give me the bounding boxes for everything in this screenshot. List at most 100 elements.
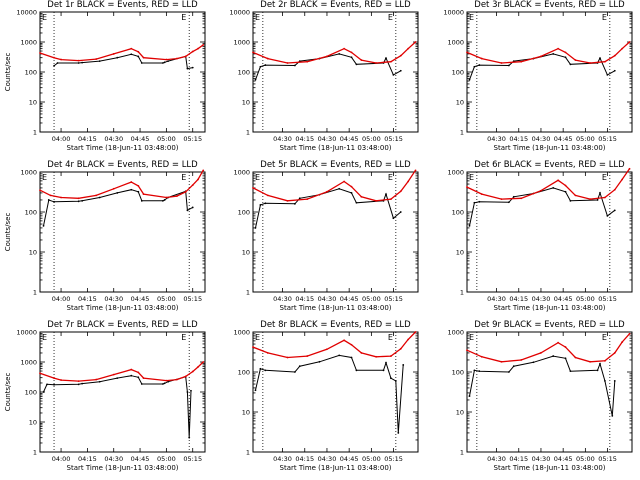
series-events-point (293, 371, 296, 373)
y-tick-label: 10 (29, 249, 37, 257)
x-tick-label: 05:15 (384, 295, 403, 303)
series-events-point (47, 199, 50, 201)
series-events-point (259, 65, 262, 68)
x-axis-label: Start Time (18-Jun-11 03:48:00) (280, 144, 392, 152)
series-events-point (191, 66, 194, 69)
series-events-point (77, 383, 80, 386)
series-lld-point (407, 47, 410, 50)
series-events-point (473, 65, 476, 68)
series-lld-point (500, 198, 503, 201)
series-events-point (264, 369, 267, 372)
x-tick-label: 05:15 (384, 455, 403, 463)
y-tick-label: 1 (460, 289, 464, 297)
series-events-point (382, 369, 385, 372)
series-lld-point (176, 57, 178, 60)
panel-det-5: Det 5r BLACK = Events, RED = LLD 1 10 100 10… (233, 160, 419, 312)
series-lld-point (604, 60, 606, 63)
series-lld-point (399, 347, 402, 350)
series-lld-point (589, 62, 592, 64)
series-lld-point (604, 196, 606, 199)
series-lld-point (390, 60, 392, 63)
series-lld-point (197, 366, 199, 368)
y-tick-label: 1 (460, 449, 464, 457)
y-tick-label: 1000 (447, 329, 464, 337)
y-tick-label: 10 (242, 249, 250, 257)
y-tick-label: 1 (33, 449, 37, 457)
series-events-line (469, 187, 616, 227)
x-tick-label: 04:15 (295, 135, 314, 143)
time-marker-label: E (469, 333, 474, 342)
series-lld-point (414, 331, 417, 333)
series-events-point (552, 355, 555, 357)
series-events-point (613, 209, 616, 212)
series-events-point (564, 56, 567, 59)
series-events-point (350, 56, 353, 59)
series-events-point (140, 199, 143, 202)
series-lld-line (252, 41, 416, 64)
x-tick-label: 05:00 (157, 135, 176, 143)
x-tick-label: 04:30 (104, 295, 123, 303)
series-lld-point (520, 60, 523, 63)
series-events-point (552, 53, 555, 55)
series-events-point (338, 53, 341, 55)
series-lld-point (621, 178, 624, 181)
series-lld-point (480, 57, 483, 60)
series-lld-point (399, 54, 402, 57)
series-lld-point (165, 196, 168, 199)
series-events-point (468, 224, 471, 227)
series-lld-point (130, 181, 133, 183)
panel-det-2: Det 2r BLACK = Events, RED = LLD 1 10 100 10… (229, 0, 419, 152)
series-lld-point (176, 378, 178, 381)
x-tick-label: 05:00 (362, 455, 381, 463)
series-events-point (613, 69, 616, 72)
series-events-point (338, 354, 341, 357)
y-tick-label: 10 (242, 409, 250, 417)
series-lld-point (95, 58, 98, 60)
series-lld-point (137, 371, 140, 374)
plot-frame (39, 11, 206, 133)
series-events-point (116, 377, 119, 380)
series-lld-point (613, 188, 616, 191)
series-lld-point (197, 178, 199, 181)
series-lld-point (306, 198, 309, 201)
x-tick-label: 04:15 (509, 455, 528, 463)
series-events-point (137, 376, 140, 379)
series-lld-point (325, 55, 328, 58)
series-lld-point (191, 370, 194, 373)
series-lld-point (77, 380, 80, 383)
y-tick-label: 10 (29, 419, 37, 427)
y-tick-label: 100 (452, 209, 464, 217)
series-events-line (43, 189, 193, 227)
time-marker-label: E (255, 13, 260, 22)
series-lld-point (325, 190, 328, 193)
series-lld-line (39, 44, 204, 62)
y-tick-label: 1 (33, 289, 37, 297)
y-tick-label: 1000 (20, 359, 37, 367)
series-lld-point (407, 338, 410, 341)
series-lld-point (343, 47, 346, 50)
y-tick-label: 10 (456, 99, 464, 107)
series-lld-point (343, 339, 346, 342)
series-lld-point (621, 47, 624, 50)
series-events-point (385, 57, 387, 60)
series-lld-point (53, 377, 55, 380)
x-tick-label: 04:30 (532, 295, 551, 303)
series-events-point (98, 380, 101, 383)
x-tick-label: 04:45 (554, 135, 573, 143)
series-events-point (293, 202, 296, 205)
series-events-point (116, 56, 119, 59)
x-tick-label: 04:00 (52, 455, 71, 463)
x-tick-label: 04:30 (487, 135, 506, 143)
series-lld-point (628, 167, 631, 170)
y-axis-label: Counts/sec (4, 213, 12, 252)
x-tick-label: 04:15 (509, 135, 528, 143)
x-axis-label: Start Time (18-Jun-11 03:48:00) (67, 304, 179, 312)
series-lld-point (60, 58, 62, 61)
series-events-point (399, 211, 402, 213)
series-lld-point (574, 59, 577, 61)
series-events-point (53, 200, 55, 203)
series-lld-point (500, 360, 503, 363)
series-lld-point (407, 180, 410, 183)
series-events-point (298, 365, 301, 368)
panel-det-8: Det 8r BLACK = Events, RED = LLD 1 10 100 10… (233, 320, 419, 472)
